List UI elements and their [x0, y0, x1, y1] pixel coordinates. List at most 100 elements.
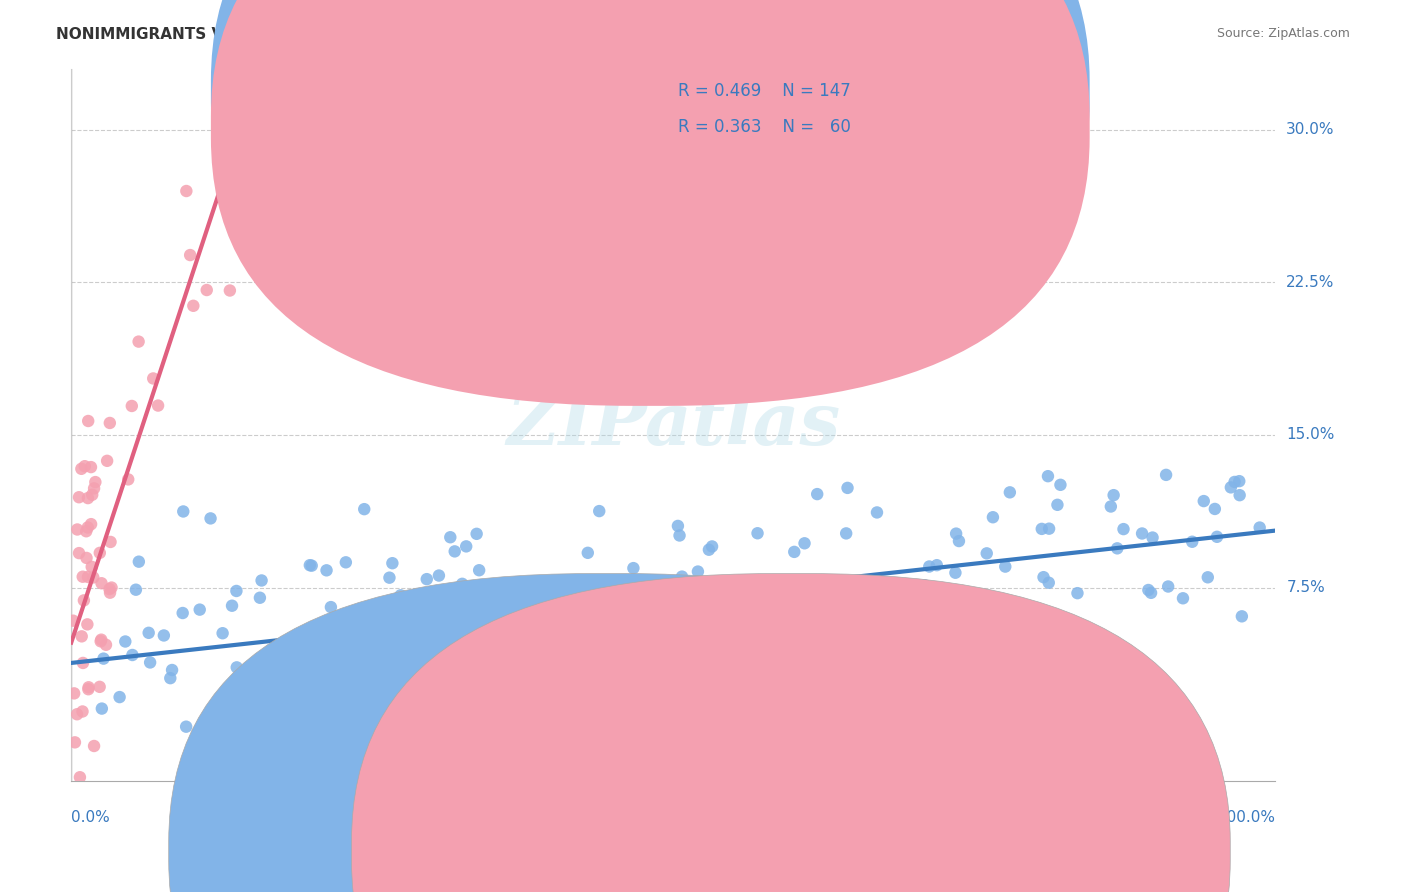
Point: [1062, 615, 1084, 630]
Point: [1099, 500, 1122, 514]
Point: [72, 570, 94, 584]
Point: [790, 614, 813, 628]
Point: [90, 701, 112, 715]
Point: [474, 657, 496, 672]
Point: [70, 462, 93, 476]
Point: [285, 676, 308, 690]
Point: [179, 248, 201, 262]
Text: 30.0%: 30.0%: [1286, 122, 1334, 137]
Point: [90, 634, 112, 648]
Point: [835, 526, 858, 541]
Point: [668, 528, 690, 542]
Point: [482, 694, 505, 708]
Point: [806, 487, 828, 501]
Point: [128, 334, 150, 349]
Point: [94, 638, 117, 652]
Text: ZIPatlas: ZIPatlas: [506, 389, 841, 460]
Point: [793, 536, 815, 550]
Point: [576, 546, 599, 560]
Point: [67, 546, 90, 560]
Point: [1192, 494, 1215, 508]
Point: [995, 624, 1018, 639]
Point: [274, 676, 297, 690]
Point: [159, 671, 181, 685]
Point: [72, 656, 94, 670]
Point: [914, 578, 936, 592]
Point: [176, 184, 198, 198]
Point: [76, 550, 98, 565]
Point: [302, 691, 325, 706]
Point: [89, 680, 111, 694]
Point: [981, 510, 1004, 524]
Point: [353, 502, 375, 516]
Point: [378, 571, 401, 585]
Point: [160, 663, 183, 677]
Point: [269, 662, 291, 676]
Text: 22.5%: 22.5%: [1286, 275, 1334, 290]
Point: [783, 545, 806, 559]
Point: [125, 582, 148, 597]
Point: [891, 581, 914, 595]
Point: [697, 542, 720, 557]
Point: [346, 657, 368, 671]
Point: [1031, 522, 1053, 536]
Point: [1249, 520, 1271, 534]
Point: [188, 602, 211, 616]
Point: [1227, 474, 1250, 488]
Point: [381, 556, 404, 570]
Point: [720, 600, 742, 615]
Point: [96, 454, 118, 468]
Point: [945, 566, 967, 580]
Point: [443, 658, 465, 673]
Point: [831, 662, 853, 676]
Point: [460, 584, 482, 599]
Point: [820, 590, 842, 604]
Point: [1112, 522, 1135, 536]
Text: Source: ZipAtlas.com: Source: ZipAtlas.com: [1216, 27, 1350, 40]
Point: [221, 599, 243, 613]
Point: [270, 150, 292, 164]
Text: 7.5%: 7.5%: [1286, 580, 1324, 595]
Point: [1137, 582, 1160, 597]
Point: [866, 505, 889, 519]
Point: [80, 517, 103, 532]
Point: [138, 625, 160, 640]
Point: [703, 582, 725, 596]
Point: [389, 588, 412, 602]
Point: [73, 459, 96, 474]
Point: [724, 595, 747, 609]
Point: [269, 655, 291, 669]
Point: [1140, 586, 1163, 600]
Text: 100.0%: 100.0%: [1218, 810, 1275, 824]
Point: [568, 588, 591, 602]
Point: [948, 534, 970, 549]
Point: [128, 555, 150, 569]
Point: [1102, 488, 1125, 502]
Point: [98, 585, 121, 599]
Point: [214, 704, 236, 718]
Point: [335, 555, 357, 569]
Point: [918, 559, 941, 574]
Point: [416, 572, 439, 586]
Point: [77, 682, 100, 697]
Point: [468, 563, 491, 577]
Point: [98, 582, 121, 596]
Point: [1011, 614, 1033, 628]
Point: [468, 607, 491, 621]
Point: [108, 690, 131, 704]
Point: [77, 491, 100, 505]
Point: [1038, 575, 1060, 590]
Point: [77, 570, 100, 584]
Point: [225, 584, 247, 599]
Point: [83, 482, 105, 496]
Point: [526, 638, 548, 652]
Point: [508, 630, 530, 644]
Point: [66, 707, 89, 722]
Point: [945, 526, 967, 541]
Point: [76, 520, 98, 534]
Point: [671, 569, 693, 583]
Point: [998, 485, 1021, 500]
Point: [114, 634, 136, 648]
Point: [174, 720, 197, 734]
Text: Nonimmigrants: Nonimmigrants: [633, 844, 751, 858]
